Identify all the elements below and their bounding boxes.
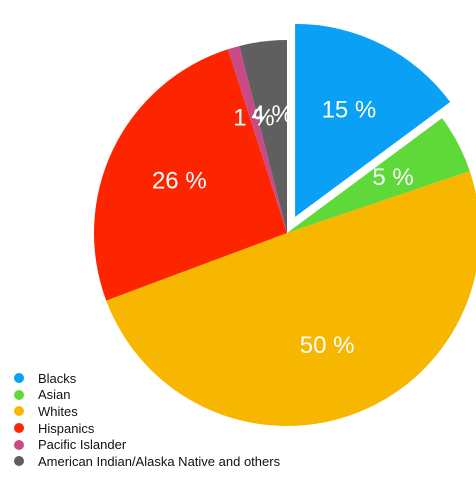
data-label-blacks: 15 % bbox=[322, 97, 377, 124]
chart-legend: Blacks Asian Whites Hispanics Pacific Island… bbox=[14, 370, 474, 470]
legend-item-pacific-islander: Pacific Islander bbox=[14, 436, 474, 453]
legend-item-asian: Asian bbox=[14, 387, 474, 404]
legend-swatch bbox=[14, 423, 24, 434]
legend-swatch bbox=[14, 439, 24, 450]
data-label-asian: 5 % bbox=[372, 164, 413, 191]
legend-item-blacks: Blacks bbox=[14, 370, 474, 387]
legend-label: Blacks bbox=[38, 370, 77, 386]
pie-data-labels: 15 % 5 % 50 % 26 % 1 %4 % bbox=[152, 97, 414, 360]
legend-label: Asian bbox=[38, 387, 71, 403]
data-label-whites: 50 % bbox=[300, 332, 355, 359]
pie-slice-pacific-islander bbox=[227, 45, 287, 233]
pie-slice-asian bbox=[287, 118, 470, 233]
legend-swatch bbox=[14, 456, 24, 467]
data-label-hispanics: 26 % bbox=[152, 167, 207, 194]
legend-label: Whites bbox=[38, 403, 78, 419]
legend-label: Pacific Islander bbox=[38, 437, 127, 453]
legend-swatch bbox=[14, 373, 24, 384]
legend-item-whites: Whites bbox=[14, 403, 474, 420]
legend-label: American Indian/Alaska Native and others bbox=[38, 453, 281, 469]
data-label-pacific-islander: 1 % bbox=[233, 104, 274, 131]
pie-slice-blacks bbox=[295, 23, 451, 217]
legend-swatch bbox=[14, 406, 24, 417]
pie-slices bbox=[93, 23, 476, 426]
legend-item-american-indian-alaska-native-and-others: American Indian/Alaska Native and others bbox=[14, 453, 474, 470]
legend-item-hispanics: Hispanics bbox=[14, 420, 474, 437]
legend-swatch bbox=[14, 389, 24, 400]
legend-label: Hispanics bbox=[38, 420, 95, 436]
data-label-american-indian-alaska-native-and-others: 4 % bbox=[251, 101, 292, 128]
pie-slice-hispanics bbox=[93, 49, 287, 301]
pie-slice-american-indian-alaska-native-and-others bbox=[239, 40, 287, 233]
pie-slice-whites bbox=[106, 171, 476, 426]
